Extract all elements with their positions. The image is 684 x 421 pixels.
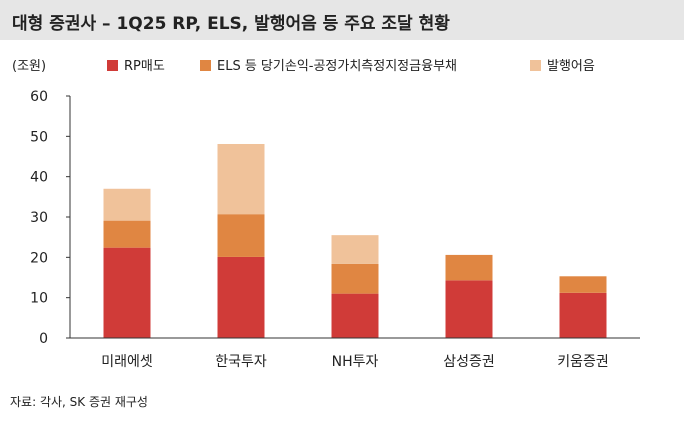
bar-segment bbox=[217, 143, 265, 215]
y-tick-label: 30 bbox=[30, 210, 48, 226]
legend-label: 발행어음 bbox=[547, 58, 595, 74]
bar-segment bbox=[103, 188, 151, 221]
bar-segment bbox=[445, 254, 493, 281]
bar-segment bbox=[331, 293, 379, 338]
y-tick-label: 50 bbox=[30, 129, 48, 145]
chart-title: 대형 증권사 – 1Q25 RP, ELS, 발행어음 등 주요 조달 현황 bbox=[12, 14, 450, 34]
x-tick-label: 삼성증권 bbox=[443, 354, 495, 370]
bar-segment bbox=[331, 235, 379, 264]
legend-swatch bbox=[107, 60, 118, 71]
y-tick-label: 60 bbox=[30, 89, 48, 105]
legend-swatch bbox=[530, 60, 541, 71]
bar-segment bbox=[217, 214, 265, 257]
bar-segment bbox=[331, 263, 379, 294]
bar-segment bbox=[217, 256, 265, 338]
source-note: 자료: 각사, SK 증권 재구성 bbox=[10, 395, 148, 409]
bars bbox=[103, 143, 607, 338]
bar-segment bbox=[103, 220, 151, 248]
legend: RP매도 ELS 등 당기손익-공정가치측정지정금융부채 발행어음 bbox=[107, 58, 595, 74]
y-tick-label: 20 bbox=[30, 250, 48, 266]
title-bar: 대형 증권사 – 1Q25 RP, ELS, 발행어음 등 주요 조달 현황 bbox=[0, 0, 684, 40]
y-unit-label: (조원) bbox=[12, 59, 46, 74]
x-axis: 미래에셋 한국투자 NH투자 삼성증권 키움증권 bbox=[70, 337, 640, 370]
x-tick-label: NH투자 bbox=[332, 354, 379, 370]
bar-segment bbox=[559, 292, 607, 338]
y-tick-label: 0 bbox=[39, 331, 48, 347]
x-tick-label: 미래에셋 bbox=[101, 354, 153, 370]
x-tick-label: 한국투자 bbox=[215, 354, 267, 370]
bar-segment bbox=[445, 280, 493, 338]
bar-segment bbox=[559, 276, 607, 293]
legend-label: RP매도 bbox=[124, 59, 165, 74]
y-axis: (조원) 0 10 20 30 40 50 60 bbox=[12, 59, 71, 347]
stacked-bar-chart: RP매도 ELS 등 당기손익-공정가치측정지정금융부채 발행어음 (조원) 0 10 2… bbox=[12, 58, 640, 370]
x-tick-label: 키움증권 bbox=[557, 354, 609, 370]
y-tick-label: 40 bbox=[30, 170, 48, 186]
legend-label: ELS 등 당기손익-공정가치측정지정금융부채 bbox=[217, 59, 457, 74]
legend-swatch bbox=[200, 60, 211, 71]
bar-segment bbox=[103, 247, 151, 338]
y-tick-label: 10 bbox=[30, 291, 48, 307]
